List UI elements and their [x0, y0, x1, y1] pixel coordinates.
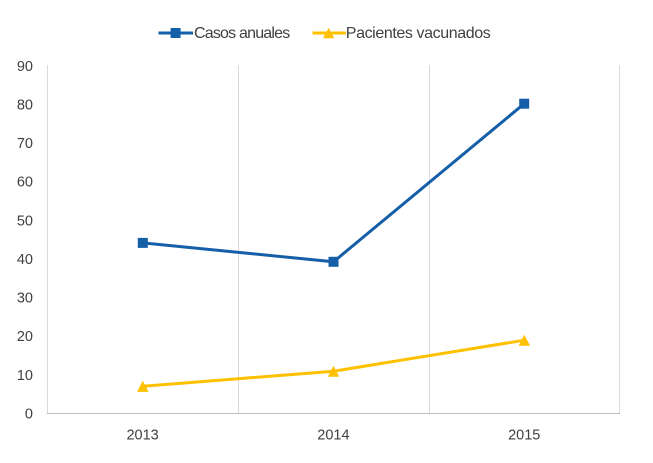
svg-text:60: 60: [17, 175, 33, 191]
svg-text:40: 40: [17, 252, 33, 268]
svg-text:20: 20: [17, 329, 33, 345]
svg-text:80: 80: [17, 97, 33, 113]
svg-text:30: 30: [17, 291, 33, 307]
svg-text:Casos anuales: Casos anuales: [194, 25, 290, 42]
svg-text:10: 10: [17, 368, 33, 384]
svg-text:70: 70: [17, 136, 33, 152]
svg-text:Pacientes vacunados: Pacientes vacunados: [346, 25, 491, 42]
svg-text:0: 0: [25, 406, 33, 422]
svg-text:2015: 2015: [508, 428, 540, 444]
svg-text:50: 50: [17, 213, 33, 229]
svg-text:2013: 2013: [126, 428, 158, 444]
svg-text:90: 90: [17, 59, 33, 75]
svg-text:2014: 2014: [317, 428, 349, 444]
